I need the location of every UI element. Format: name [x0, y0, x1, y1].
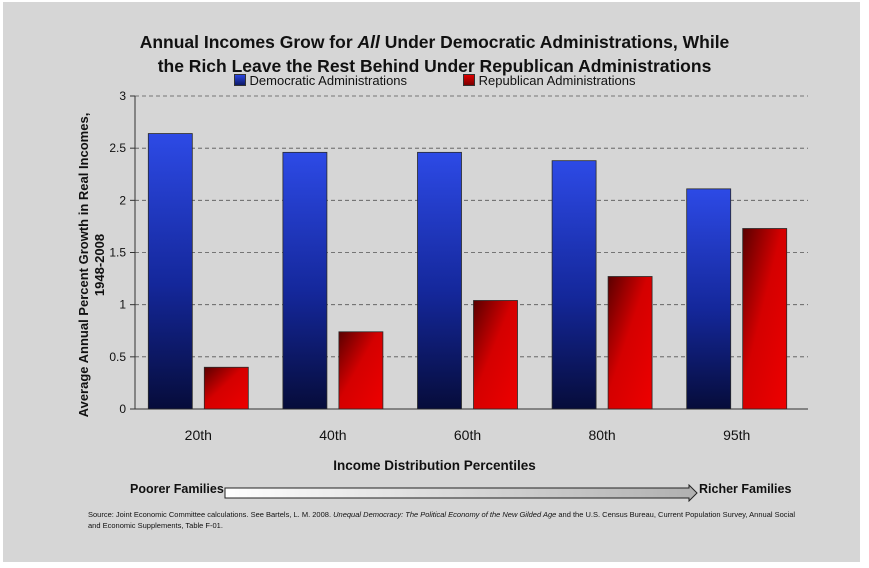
distribution-arrow	[224, 484, 698, 502]
y-axis-label-line-2: 1948-2008	[92, 233, 107, 297]
bar-democratic-20th	[147, 133, 193, 410]
bar-democratic-60th	[417, 151, 462, 410]
legend-item-democratic: Democratic Administrations	[233, 73, 408, 88]
legend-label-democratic: Democratic Administrations	[249, 73, 408, 88]
y-tick-label: 1	[119, 298, 126, 312]
bar-republican-60th	[473, 300, 518, 410]
y-tick-label: 0.5	[109, 350, 126, 364]
bars	[147, 133, 788, 410]
source-book-title: Unequal Democracy: The Political Economy…	[333, 510, 557, 519]
y-tick-label: 2.5	[109, 141, 126, 155]
x-tick-label: 60th	[454, 427, 481, 443]
source-note: Source: Joint Economic Committee calcula…	[88, 509, 808, 531]
bar-republican-95th	[742, 228, 788, 410]
bar-republican-40th	[338, 331, 384, 410]
bar-democratic-80th	[551, 160, 597, 410]
y-axis-label-line-1: Average Annual Percent Growth in Real In…	[76, 112, 91, 418]
y-tick-label: 3	[119, 89, 126, 103]
y-tick-label: 0	[119, 402, 126, 416]
title-suffix: Under Democratic Administrations, While	[379, 32, 730, 52]
title-prefix: Annual Incomes Grow for	[139, 32, 358, 52]
richer-families-label: Richer Families	[699, 482, 792, 496]
y-tick-label: 1.5	[109, 246, 126, 260]
legend-swatch-republican	[462, 74, 475, 86]
legend: Democratic Administrations Republican Ad…	[0, 73, 869, 88]
x-tick-label: 40th	[319, 427, 346, 443]
x-tick-label: 20th	[185, 427, 212, 443]
source-suffix: and the U.S. Census Bureau, Current Popu…	[88, 510, 796, 530]
legend-item-republican: Republican Administrations	[462, 73, 636, 88]
title-line-1: Annual Incomes Grow for All Under Democr…	[0, 30, 869, 54]
x-axis-label: Income Distribution Percentiles	[333, 458, 536, 473]
source-prefix: Source: Joint Economic Committee calcula…	[88, 510, 334, 519]
y-tick-label: 2	[119, 193, 126, 207]
bar-democratic-95th	[686, 188, 732, 410]
tick-labels: 0 0.5 1 1.5 2 2.5 3 20th 40th 60th 80th 95th	[109, 89, 750, 443]
x-tick-label: 80th	[588, 427, 615, 443]
bar-republican-20th	[203, 366, 249, 410]
poorer-families-label: Poorer Families	[130, 482, 224, 496]
x-tick-label: 95th	[723, 427, 750, 443]
y-axis-label-text: Average Annual Percent Growth in Real In…	[76, 113, 108, 418]
chart-title: Annual Incomes Grow for All Under Democr…	[0, 30, 869, 78]
arrow-shape	[224, 484, 698, 502]
legend-swatch-democratic	[233, 74, 246, 86]
title-emphasis: All	[357, 32, 380, 52]
bar-republican-80th	[607, 276, 653, 410]
legend-label-republican: Republican Administrations	[478, 73, 636, 88]
title-line-2: the Rich Leave the Rest Behind Under Rep…	[157, 56, 712, 76]
bar-democratic-40th	[282, 151, 328, 410]
